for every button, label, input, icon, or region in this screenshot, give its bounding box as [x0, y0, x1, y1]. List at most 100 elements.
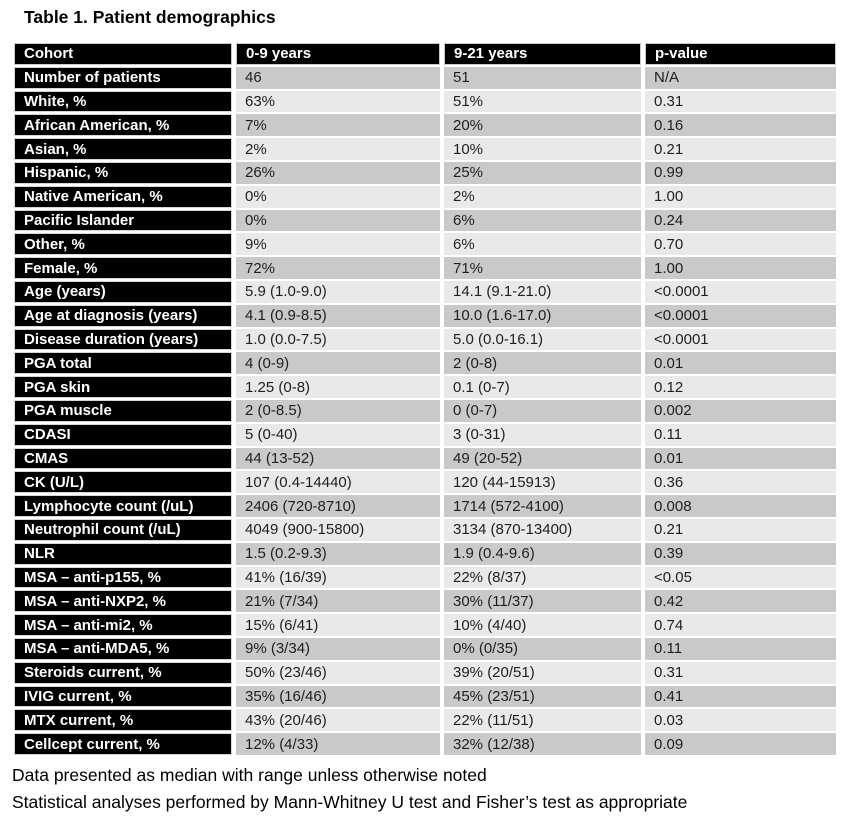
p-value-cell: 0.002 — [645, 399, 836, 422]
value-cell-9-21: 51% — [444, 90, 641, 113]
value-cell-9-21: 10.0 (1.6-17.0) — [444, 304, 641, 327]
value-cell-9-21: 49 (20-52) — [444, 447, 641, 470]
value-cell-9-21: 10% (4/40) — [444, 614, 641, 636]
demographics-table: Cohort 0-9 years 9-21 years p-value Numb… — [10, 41, 840, 757]
row-label-cell: Native American, % — [14, 185, 232, 208]
p-value-cell: 0.42 — [645, 590, 836, 613]
p-value-cell: 1.00 — [645, 185, 836, 208]
value-cell-9-21: 6% — [444, 233, 641, 256]
table-row: Neutrophil count (/uL) 4049 (900-15800) 31… — [14, 518, 836, 541]
value-cell-0-9: 0% — [236, 185, 440, 208]
value-cell-9-21: 30% (11/37) — [444, 590, 641, 613]
row-label-cell: Age (years) — [14, 280, 232, 303]
value-cell-9-21: 32% (12/38) — [444, 733, 641, 755]
value-cell-9-21: 71% — [444, 257, 641, 279]
table-row: Lymphocyte count (/uL) 2406 (720-8710) 171… — [14, 495, 836, 517]
value-cell-0-9: 12% (4/33) — [236, 733, 440, 755]
value-cell-9-21: 45% (23/51) — [444, 685, 641, 708]
value-cell-9-21: 3134 (870-13400) — [444, 518, 641, 541]
table-row: White, % 63% 51% 0.31 — [14, 90, 836, 113]
table-row: African American, % 7% 20% 0.16 — [14, 114, 836, 137]
value-cell-0-9: 35% (16/46) — [236, 685, 440, 708]
value-cell-0-9: 26% — [236, 161, 440, 184]
header-9-21-years: 9-21 years — [444, 43, 641, 65]
table-row: Age (years) 5.9 (1.0-9.0) 14.1 (9.1-21.0) <… — [14, 280, 836, 303]
value-cell-9-21: 1714 (572-4100) — [444, 495, 641, 517]
p-value-cell: 0.39 — [645, 542, 836, 565]
p-value-cell: 0.09 — [645, 733, 836, 755]
table-row: Other, % 9% 6% 0.70 — [14, 233, 836, 256]
footnote-statistics: Statistical analyses performed by Mann-W… — [12, 792, 688, 812]
row-label-cell: Asian, % — [14, 138, 232, 160]
row-label-cell: Number of patients — [14, 66, 232, 89]
p-value-cell: 0.16 — [645, 114, 836, 137]
p-value-cell: 0.41 — [645, 685, 836, 708]
p-value-cell: <0.05 — [645, 566, 836, 589]
value-cell-9-21: 0.1 (0-7) — [444, 376, 641, 398]
row-label-cell: CDASI — [14, 423, 232, 446]
table-row: Female, % 72% 71% 1.00 — [14, 257, 836, 279]
table-row: Hispanic, % 26% 25% 0.99 — [14, 161, 836, 184]
row-label-cell: MSA – anti-p155, % — [14, 566, 232, 589]
row-label-cell: Cellcept current, % — [14, 733, 232, 755]
row-label-cell: CMAS — [14, 447, 232, 470]
table-row: Asian, % 2% 10% 0.21 — [14, 138, 836, 160]
row-label-cell: NLR — [14, 542, 232, 565]
p-value-cell: 1.00 — [645, 257, 836, 279]
p-value-cell: 0.74 — [645, 614, 836, 636]
table-row: NLR 1.5 (0.2-9.3) 1.9 (0.4-9.6) 0.39 — [14, 542, 836, 565]
p-value-cell: <0.0001 — [645, 280, 836, 303]
p-value-cell: 0.36 — [645, 471, 836, 494]
value-cell-9-21: 51 — [444, 66, 641, 89]
value-cell-9-21: 22% (11/51) — [444, 709, 641, 732]
value-cell-9-21: 2 (0-8) — [444, 352, 641, 375]
value-cell-0-9: 63% — [236, 90, 440, 113]
p-value-cell: 0.12 — [645, 376, 836, 398]
table-row: CDASI 5 (0-40) 3 (0-31) 0.11 — [14, 423, 836, 446]
table-row: PGA skin 1.25 (0-8) 0.1 (0-7) 0.12 — [14, 376, 836, 398]
value-cell-9-21: 0% (0/35) — [444, 637, 641, 660]
table-row: MSA – anti-mi2, % 15% (6/41) 10% (4/40) 0.7… — [14, 614, 836, 636]
table-row: Disease duration (years) 1.0 (0.0-7.5) 5.0… — [14, 328, 836, 351]
value-cell-0-9: 2% — [236, 138, 440, 160]
value-cell-9-21: 6% — [444, 209, 641, 232]
row-label-cell: Hispanic, % — [14, 161, 232, 184]
value-cell-9-21: 1.9 (0.4-9.6) — [444, 542, 641, 565]
table-row: MTX current, % 43% (20/46) 22% (11/51) 0.03 — [14, 709, 836, 732]
row-label-cell: PGA muscle — [14, 399, 232, 422]
table-row: Age at diagnosis (years) 4.1 (0.9-8.5) 10.… — [14, 304, 836, 327]
value-cell-9-21: 120 (44-15913) — [444, 471, 641, 494]
value-cell-0-9: 4.1 (0.9-8.5) — [236, 304, 440, 327]
row-label-cell: MSA – anti-mi2, % — [14, 614, 232, 636]
value-cell-0-9: 50% (23/46) — [236, 661, 440, 684]
value-cell-0-9: 2406 (720-8710) — [236, 495, 440, 517]
footnote-median-range: Data presented as median with range unle… — [12, 765, 487, 785]
value-cell-0-9: 15% (6/41) — [236, 614, 440, 636]
row-label-cell: MSA – anti-MDA5, % — [14, 637, 232, 660]
table-row: IVIG current, % 35% (16/46) 45% (23/51) 0.4… — [14, 685, 836, 708]
value-cell-0-9: 21% (7/34) — [236, 590, 440, 613]
value-cell-0-9: 72% — [236, 257, 440, 279]
table-row: Cellcept current, % 12% (4/33) 32% (12/38)… — [14, 733, 836, 755]
p-value-cell: 0.24 — [645, 209, 836, 232]
value-cell-0-9: 41% (16/39) — [236, 566, 440, 589]
value-cell-9-21: 2% — [444, 185, 641, 208]
value-cell-0-9: 1.5 (0.2-9.3) — [236, 542, 440, 565]
value-cell-9-21: 22% (8/37) — [444, 566, 641, 589]
value-cell-0-9: 46 — [236, 66, 440, 89]
row-label-cell: White, % — [14, 90, 232, 113]
value-cell-0-9: 1.25 (0-8) — [236, 376, 440, 398]
p-value-cell: 0.008 — [645, 495, 836, 517]
value-cell-9-21: 3 (0-31) — [444, 423, 641, 446]
row-label-cell: PGA skin — [14, 376, 232, 398]
row-label-cell: Disease duration (years) — [14, 328, 232, 351]
value-cell-9-21: 14.1 (9.1-21.0) — [444, 280, 641, 303]
p-value-cell: N/A — [645, 66, 836, 89]
value-cell-0-9: 7% — [236, 114, 440, 137]
value-cell-0-9: 9% (3/34) — [236, 637, 440, 660]
table-row: CK (U/L) 107 (0.4-14440) 120 (44-15913) 0.3… — [14, 471, 836, 494]
value-cell-0-9: 2 (0-8.5) — [236, 399, 440, 422]
p-value-cell: 0.21 — [645, 518, 836, 541]
p-value-cell: 0.01 — [645, 352, 836, 375]
value-cell-0-9: 5.9 (1.0-9.0) — [236, 280, 440, 303]
